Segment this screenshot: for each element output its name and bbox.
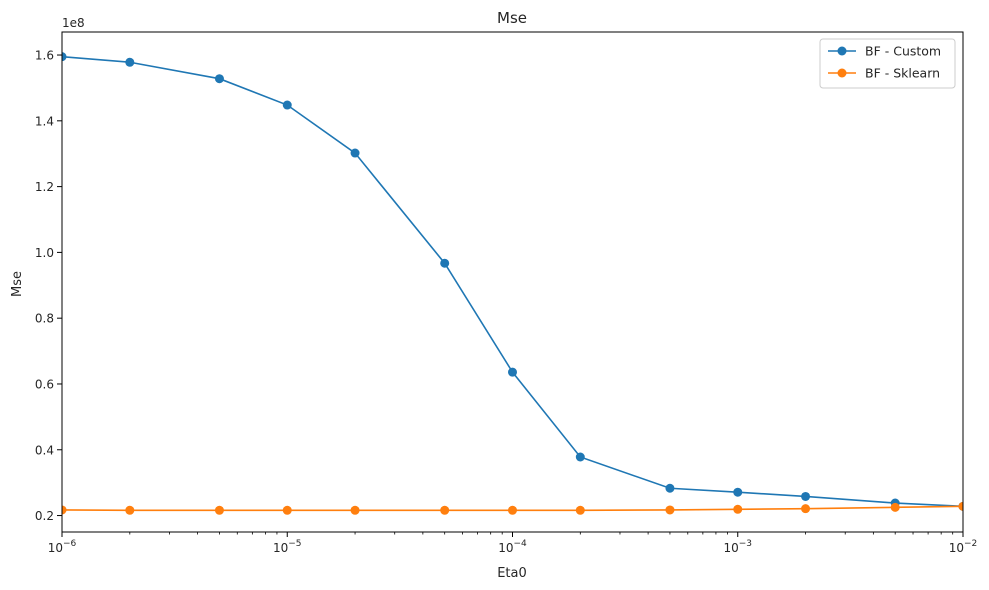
data-point xyxy=(440,258,450,268)
y-tick-label: 1.4 xyxy=(35,114,54,128)
data-point xyxy=(282,505,292,515)
legend-label: BF - Sklearn xyxy=(865,66,940,81)
x-axis-label: Eta0 xyxy=(497,566,527,581)
y-tick-label: 0.6 xyxy=(35,377,54,391)
data-point xyxy=(62,505,67,515)
data-point xyxy=(665,505,675,515)
legend: BF - Custom BF - Sklearn xyxy=(819,38,956,89)
x-tick-label: 10−2 xyxy=(949,539,978,555)
legend-marker xyxy=(837,46,847,56)
data-point xyxy=(125,505,135,515)
data-point xyxy=(214,74,224,84)
data-point xyxy=(733,504,743,514)
data-point xyxy=(665,483,675,493)
x-tick-label: 10−6 xyxy=(48,539,77,555)
data-point xyxy=(350,148,360,158)
y-tick-label: 1.6 xyxy=(35,49,54,63)
x-axis: 10−6 10−5 10−4 10−3 10−2 xyxy=(48,532,978,555)
data-point xyxy=(214,505,224,515)
data-point xyxy=(958,501,963,511)
data-point xyxy=(508,505,517,515)
data-point xyxy=(125,57,135,67)
data-point xyxy=(801,491,811,501)
legend-label: BF - Custom xyxy=(865,44,941,59)
y-tick-label: 0.2 xyxy=(35,509,54,523)
data-point xyxy=(733,487,743,497)
data-point xyxy=(575,505,585,515)
y-tick-label: 0.4 xyxy=(35,443,54,457)
x-tick-label: 10−3 xyxy=(723,539,752,555)
y-tick-label: 0.8 xyxy=(35,312,54,326)
data-point xyxy=(440,505,450,515)
y-tick-label: 1.0 xyxy=(35,246,54,260)
data-point xyxy=(801,504,811,514)
x-tick-label: 10−4 xyxy=(498,539,527,555)
y-offset-text: 1e8 xyxy=(62,16,85,30)
series-layer xyxy=(62,52,963,515)
y-axis-label: Mse xyxy=(10,271,25,297)
data-point xyxy=(890,502,900,512)
data-point xyxy=(575,452,585,462)
data-point xyxy=(282,100,292,110)
y-tick-label: 1.2 xyxy=(35,180,54,194)
y-axis: 0.2 0.4 0.6 0.8 1.0 1.2 1.4 1.6 xyxy=(35,49,62,523)
legend-marker xyxy=(837,68,847,78)
x-tick-label: 10−5 xyxy=(273,539,302,555)
data-point xyxy=(62,52,67,62)
chart-title: Mse xyxy=(497,9,527,27)
data-point xyxy=(350,505,360,515)
data-point xyxy=(508,367,517,377)
